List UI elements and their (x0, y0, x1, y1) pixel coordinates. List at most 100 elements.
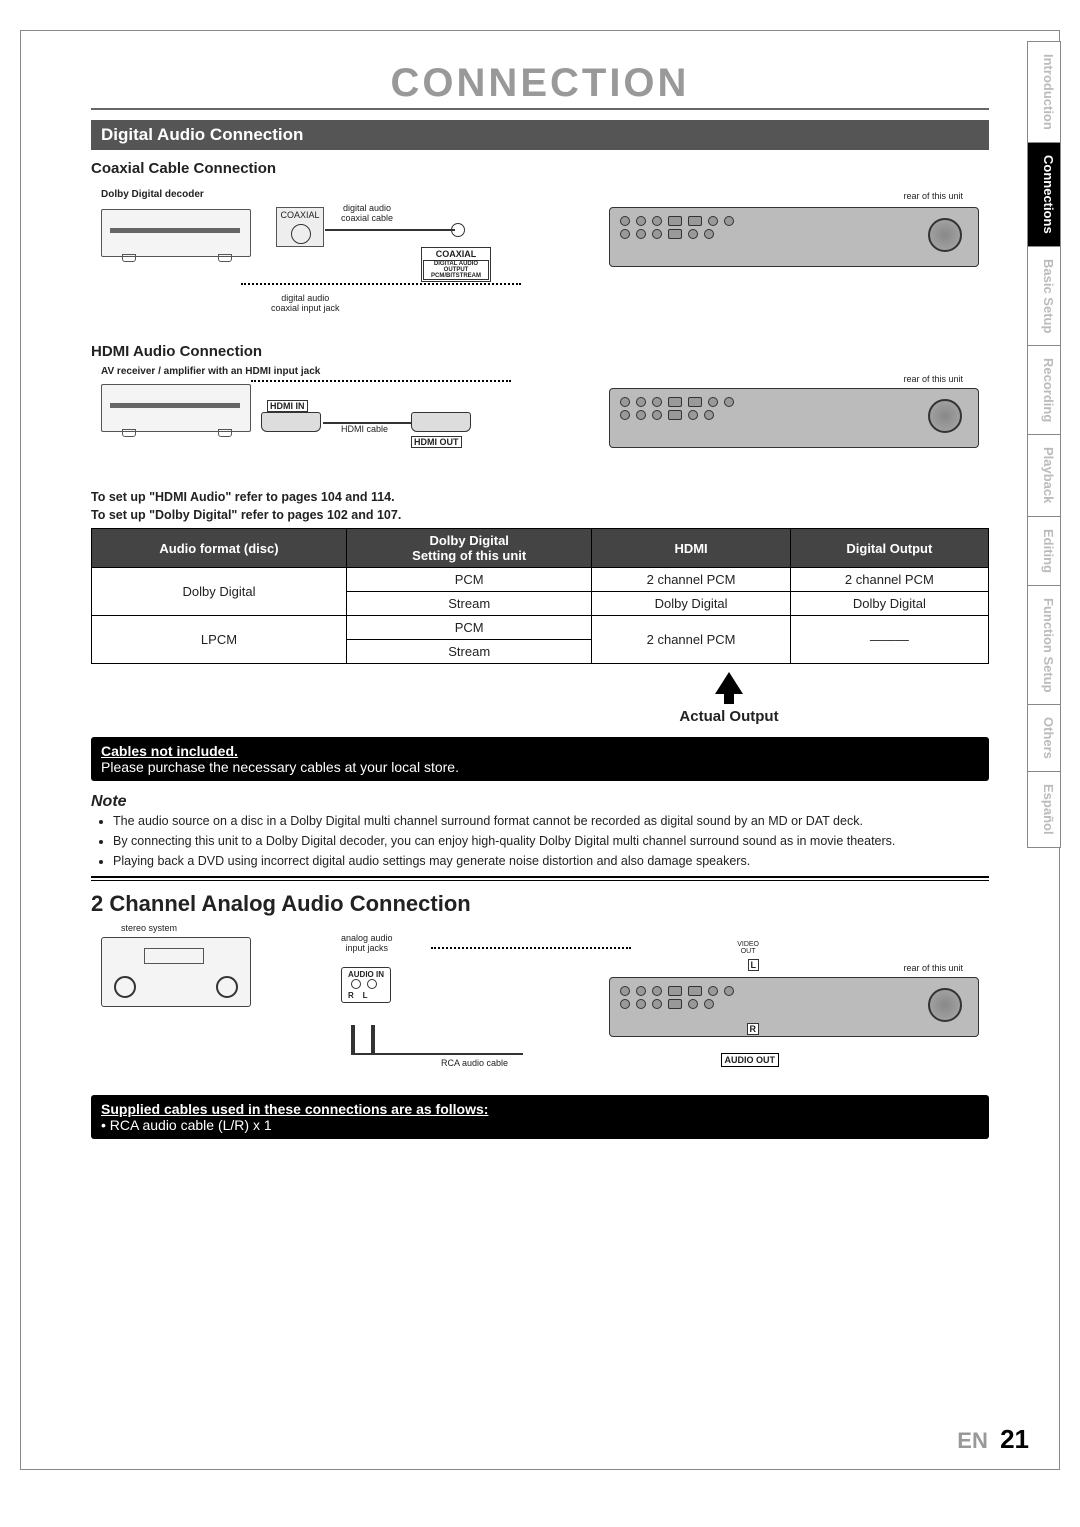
td: Dolby Digital (790, 592, 988, 616)
dotted-arrow-2 (251, 380, 511, 382)
analog-diagram: stereo system analog audio input jacks A… (91, 923, 989, 1083)
cables-band: Cables not included. Please purchase the… (91, 737, 989, 781)
rear-label-1: rear of this unit (903, 191, 963, 201)
jacks-label: analog audio input jacks (341, 933, 393, 953)
tab-connections[interactable]: Connections (1027, 142, 1061, 246)
coax-box-label: COAXIAL (277, 210, 323, 220)
note-heading: Note (91, 793, 989, 811)
cables-head: Cables not included. (101, 743, 238, 759)
rear-unit-1 (609, 207, 979, 267)
av-receiver-icon (101, 384, 251, 432)
tab-editing[interactable]: Editing (1027, 516, 1061, 585)
hdmi-diagram: AV receiver / amplifier with an HDMI inp… (91, 366, 989, 486)
coax-out-box: COAXIAL DIGITAL AUDIO OUTPUT PCM/BITSTRE… (421, 247, 491, 282)
td: 2 channel PCM (790, 568, 988, 592)
audio-format-table: Audio format (disc) Dolby Digital Settin… (91, 528, 989, 664)
l-out-label: L (748, 959, 760, 971)
decoder-icon (101, 209, 251, 257)
page: Introduction Connections Basic Setup Rec… (20, 30, 1060, 1470)
tab-introduction[interactable]: Introduction (1027, 41, 1061, 142)
setup-line-1: To set up "HDMI Audio" refer to pages 10… (91, 490, 989, 504)
page-title: CONNECTION (91, 61, 989, 108)
td: 2 channel PCM (592, 616, 790, 664)
coax-cable-label: digital audio coaxial cable (341, 203, 393, 223)
tab-espanol[interactable]: Español (1027, 771, 1061, 848)
note-item: Playing back a DVD using incorrect digit… (113, 853, 989, 870)
td: Dolby Digital (592, 592, 790, 616)
td: 2 channel PCM (592, 568, 790, 592)
r-label: R (348, 991, 354, 1000)
dotted-arrow-1 (241, 283, 521, 285)
rca-line-h (353, 1053, 523, 1055)
hdmi-in-label: HDMI IN (267, 400, 308, 412)
audio-in-box: AUDIO IN R L (341, 967, 391, 1003)
hdmi-cable-label: HDMI cable (341, 424, 388, 434)
rear-unit-2 (609, 388, 979, 448)
double-rule (91, 876, 989, 881)
audio-in-label: AUDIO IN (348, 970, 384, 979)
actual-output-pointer: Actual Output (529, 672, 929, 725)
supplied-head: Supplied cables used in these connection… (101, 1101, 488, 1117)
fan-icon (928, 218, 962, 252)
th-setting: Dolby Digital Setting of this unit (346, 529, 591, 568)
td: PCM (346, 616, 591, 640)
stereo-label: stereo system (121, 923, 177, 933)
td: Stream (346, 592, 591, 616)
td: ——— (790, 616, 988, 664)
stereo-icon (101, 937, 251, 1007)
th-dout: Digital Output (790, 529, 988, 568)
footer-page: 21 (1000, 1424, 1029, 1454)
side-tabs: Introduction Connections Basic Setup Rec… (1027, 41, 1061, 848)
rca-line-2 (371, 1025, 375, 1055)
td: Stream (346, 640, 591, 664)
td-dolby: Dolby Digital (92, 568, 347, 616)
cable-end-icon (451, 223, 465, 237)
th-hdmi: HDMI (592, 529, 790, 568)
tab-others[interactable]: Others (1027, 704, 1061, 771)
coax-out2: DIGITAL AUDIO OUTPUT PCM/BITSTREAM (423, 260, 489, 280)
rca-line-1 (351, 1025, 355, 1055)
td-lpcm: LPCM (92, 616, 347, 664)
rear-label-2: rear of this unit (903, 374, 963, 384)
fan-icon-2 (928, 399, 962, 433)
hdmi-in-port (261, 412, 321, 432)
actual-output-label: Actual Output (529, 708, 929, 725)
coax-diagram: Dolby Digital decoder COAXIAL digital au… (91, 183, 989, 333)
rca-label: RCA audio cable (441, 1058, 508, 1068)
l-label: L (363, 991, 368, 1000)
cables-body: Please purchase the necessary cables at … (101, 759, 459, 775)
hdmi-out-port (411, 412, 471, 432)
rear-unit-3 (609, 977, 979, 1037)
speaker-left-icon (114, 976, 136, 998)
decoder-label: Dolby Digital decoder (101, 189, 204, 200)
coax-cable-line (325, 229, 455, 231)
arrow-up-icon (715, 672, 743, 694)
hdmi-out-label: HDMI OUT (411, 436, 462, 448)
analog-heading: 2 Channel Analog Audio Connection (91, 891, 989, 917)
page-footer: EN 21 (957, 1424, 1029, 1455)
note-list: The audio source on a disc in a Dolby Di… (113, 813, 989, 870)
note-item: By connecting this unit to a Dolby Digit… (113, 833, 989, 850)
hdmi-heading: HDMI Audio Connection (91, 343, 989, 360)
fan-icon-3 (928, 988, 962, 1022)
digital-audio-bar: Digital Audio Connection (91, 120, 989, 150)
coax-heading: Coaxial Cable Connection (91, 160, 989, 177)
footer-lang: EN (957, 1428, 988, 1453)
arrow-stem (724, 692, 734, 704)
coax-plug: COAXIAL (276, 207, 324, 247)
speaker-right-icon (216, 976, 238, 998)
setup-line-2: To set up "Dolby Digital" refer to pages… (91, 508, 989, 522)
video-out-label: VIDEO OUT (737, 941, 759, 955)
coax-jack-label: digital audio coaxial input jack (271, 293, 340, 313)
tab-function-setup[interactable]: Function Setup (1027, 585, 1061, 705)
r-out-label: R (747, 1023, 760, 1035)
tab-playback[interactable]: Playback (1027, 434, 1061, 515)
tab-recording[interactable]: Recording (1027, 345, 1061, 434)
supplied-band: Supplied cables used in these connection… (91, 1095, 989, 1139)
dotted-arrow-3 (431, 947, 631, 949)
coax-out1: COAXIAL (423, 249, 489, 259)
tab-basic-setup[interactable]: Basic Setup (1027, 246, 1061, 345)
av-label: AV receiver / amplifier with an HDMI inp… (101, 366, 320, 377)
title-rule (91, 108, 989, 110)
th-format: Audio format (disc) (92, 529, 347, 568)
